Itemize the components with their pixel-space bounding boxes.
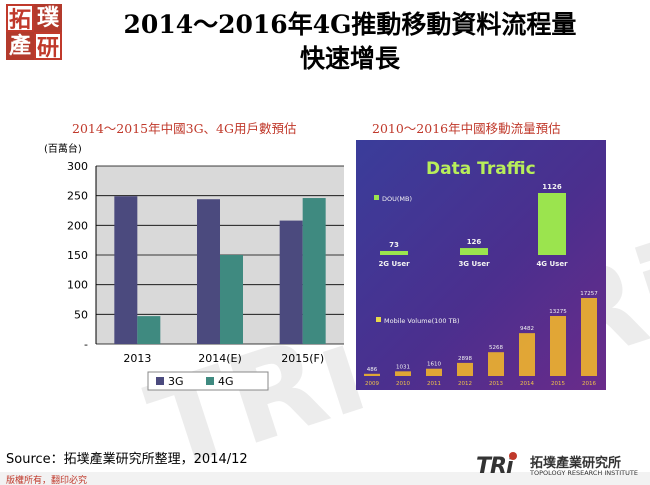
bar-3g-2014(E) [197,199,220,344]
dou-category-label: 3G User [458,260,490,268]
bar-3g-2015(F) [279,220,303,344]
brand-name-en: TOPOLOGY RESEARCH INSTITUTE [530,469,638,477]
volume-value-label: 17257 [580,291,598,297]
dou-value-label: 1126 [542,183,562,191]
legend-label-4g: 4G [218,375,234,388]
legend-label-mobile-volume: Mobile Volume(100 TB) [384,317,460,325]
y-tick-label: 300 [67,160,88,173]
y-tick-label: 250 [67,190,88,203]
page-title-line-2: 快速增長 [299,44,400,73]
y-tick-label: - [84,338,88,351]
brand-name-cn: 拓墣產業研究所 [530,456,622,471]
volume-value-label: 13275 [549,309,567,315]
volume-year-label: 2009 [365,381,379,387]
volume-bar-2009 [364,373,380,376]
x-tick-label: 2013 [123,352,151,365]
volume-year-label: 2015 [551,381,565,387]
page-title-line-1: 2014～2016年4G推動移動資料流程量 [123,10,577,39]
volume-value-label: 5268 [489,345,503,351]
y-axis-label: (百萬台) [44,142,82,155]
dou-bar-3G User [460,248,488,255]
footer-bar [0,472,650,485]
volume-year-label: 2013 [489,381,503,387]
logo-char: 研 [34,32,62,61]
volume-value-label: 1610 [427,362,441,368]
legend-label-3g: 3G [168,375,184,388]
volume-value-label: 2898 [458,356,472,362]
legend-swatch-4g [206,377,214,385]
dou-value-label: 126 [467,238,482,246]
volume-value-label: 9482 [520,326,534,332]
legend-swatch-dou [374,195,379,200]
legend: 3G 4G [147,371,269,391]
y-tick-label: 100 [67,279,88,292]
volume-year-label: 2014 [520,381,534,387]
logo-char: 產 [6,32,34,60]
dou-category-label: 2G User [378,260,410,268]
volume-year-label: 2016 [582,381,596,387]
page-title: 2014～2016年4G推動移動資料流程量 快速增長 [90,8,610,76]
volume-year-label: 2012 [458,381,472,387]
dou-value-label: 73 [389,241,399,249]
legend-swatch-mobile-volume [376,317,381,322]
dou-bar-4G User [538,193,566,255]
dou-category-label: 4G User [536,260,568,268]
tri-logo-dot [509,452,517,460]
volume-value-label: 486 [367,367,378,373]
y-tick-label: 50 [74,308,88,321]
logo-char: 璞 [34,4,62,32]
volume-bar-2015 [550,315,566,376]
copyright-note: 版權所有，翻印必究 [6,476,88,485]
left-chart-title: 2014～2015年中國3G、4G用戶數預估 [72,121,297,136]
right-chart-title: 2010～2016年中國移動流量預估 [372,121,561,136]
source-note: Source：拓墣產業研究所整理，2014/12 [6,452,248,467]
volume-bar-2014 [519,333,535,376]
panel-title: Data Traffic [426,159,536,179]
volume-year-label: 2011 [427,381,441,387]
volume-bar-2016 [581,298,597,376]
y-tick-label: 200 [67,219,88,232]
bar-4g-2015(F) [302,198,326,344]
legend-label-dou: DOU(MB) [382,195,412,203]
data-traffic-chart: Data Traffic DOU(MB) 73 2G User 126 3G User 11… [356,140,606,390]
volume-bar-2013 [488,352,504,376]
logo: 拓 璞 產 研 [6,4,62,61]
volume-bar-2010 [395,371,411,376]
users-bar-chart: (百萬台) - 50 100 150 200 250 300 2013 2014(E) 2015(F… [44,142,344,391]
volume-bar-2011 [426,368,442,376]
dou-bar-2G User [380,250,408,255]
y-tick-label: 150 [67,249,88,262]
bar-3g-2013 [114,196,138,344]
volume-value-label: 1031 [396,364,410,370]
x-tick-label: 2015(F) [281,352,324,365]
tri-logo: TRi [476,454,513,479]
logo-char: 拓 [6,4,34,33]
bar-4g-2014(E) [220,255,243,344]
legend-swatch-3g [156,377,164,385]
bar-4g-2013 [137,316,161,344]
volume-year-label: 2010 [396,381,410,387]
volume-bar-2012 [457,362,473,376]
x-tick-label: 2014(E) [198,352,242,365]
